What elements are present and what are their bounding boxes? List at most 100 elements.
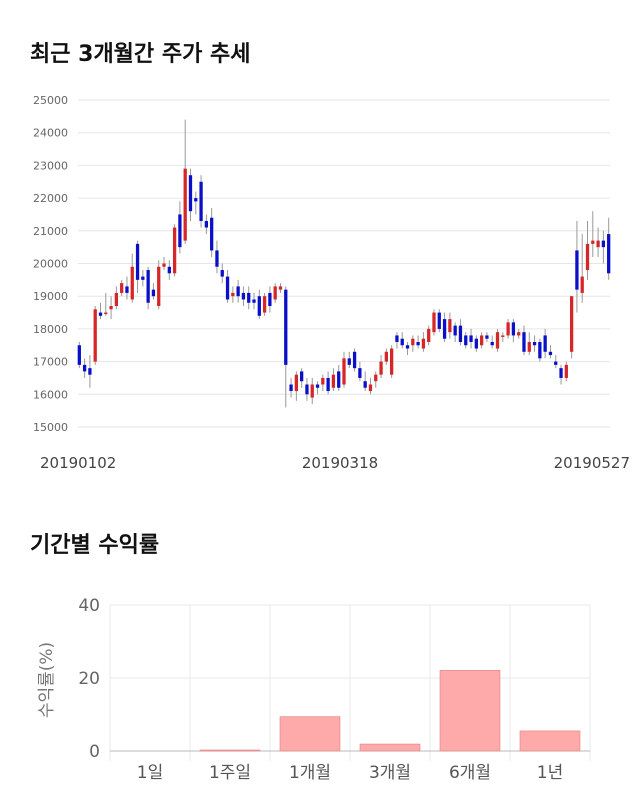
candle <box>125 276 129 300</box>
candle <box>93 306 97 365</box>
candle <box>257 289 261 320</box>
returns-bar <box>199 749 261 752</box>
candle <box>88 355 92 388</box>
price-y-tick-label: 23000 <box>33 159 68 172</box>
price-chart-candles <box>77 119 611 408</box>
candle-body <box>220 270 224 277</box>
returns-chart-title: 기간별 수익률 <box>30 533 160 558</box>
candle-body <box>210 217 214 251</box>
candle <box>580 234 584 303</box>
candle <box>474 335 478 352</box>
candle <box>241 286 246 307</box>
candle-body <box>146 270 150 303</box>
candle <box>517 328 521 339</box>
candle <box>432 309 436 336</box>
candle <box>437 309 441 333</box>
candle-body <box>188 175 193 212</box>
candle-body <box>358 368 362 378</box>
candle-body <box>427 328 431 342</box>
candle-body <box>109 306 113 310</box>
candle <box>262 292 267 316</box>
candle-body <box>194 198 198 202</box>
candle-body <box>411 338 415 346</box>
candle-body <box>527 341 531 352</box>
price-x-label: 20190102 <box>40 454 116 472</box>
candle <box>363 371 367 392</box>
candle <box>310 377 314 405</box>
returns-bar-chart: 40 20 0 1일 1주일 1개월 3개월 6개월 1년 수익률(%) <box>37 596 591 783</box>
candle-body <box>204 220 209 228</box>
candle-body <box>596 240 600 248</box>
candle <box>506 319 510 339</box>
candle <box>464 332 468 349</box>
candle-body <box>517 332 521 336</box>
candle <box>538 338 542 362</box>
candle <box>130 253 134 303</box>
candle <box>358 361 362 382</box>
candle-body <box>231 292 235 297</box>
candle-body <box>114 292 119 307</box>
candle <box>379 355 383 378</box>
candle <box>347 351 351 369</box>
returns-bar <box>359 743 421 752</box>
returns-chart-grid <box>109 604 591 761</box>
candle <box>268 286 272 313</box>
candle <box>532 335 537 352</box>
candle <box>405 341 410 356</box>
candle-body <box>405 345 410 349</box>
candle <box>321 374 325 392</box>
candle <box>289 377 293 398</box>
candle-body <box>310 384 314 398</box>
candle-body <box>554 361 558 365</box>
returns-category-label: 6개월 <box>449 763 491 783</box>
candle <box>215 240 219 274</box>
candle <box>479 332 484 349</box>
candle-body <box>157 266 161 307</box>
candle-body <box>543 335 547 352</box>
candle-body <box>559 368 563 378</box>
candle <box>448 312 452 339</box>
price-candlestick-chart: 25000 24000 23000 22000 21000 20000 19000 18000… <box>33 94 630 472</box>
returns-y-tick-label: 0 <box>89 742 100 762</box>
candle-body <box>162 263 166 267</box>
candle <box>278 283 283 293</box>
candle <box>167 260 171 280</box>
candle <box>400 332 404 349</box>
candle <box>104 292 108 316</box>
candle <box>585 220 590 280</box>
candle <box>178 201 182 254</box>
price-y-tick-label: 19000 <box>33 290 68 303</box>
candle-body <box>379 361 383 375</box>
candle-body <box>337 371 341 388</box>
candle <box>210 207 214 257</box>
candle-body <box>538 341 542 359</box>
candle <box>273 283 277 303</box>
returns-category-label: 1년 <box>537 763 563 783</box>
candle-body <box>315 384 320 388</box>
candle <box>527 332 531 356</box>
candle-body <box>93 309 97 362</box>
candle-body <box>384 351 388 362</box>
candle <box>157 260 161 310</box>
candle <box>411 335 415 352</box>
candle-body <box>331 374 336 388</box>
candle-body <box>252 299 256 303</box>
candle <box>225 270 230 303</box>
candle-body <box>88 368 92 375</box>
candle <box>172 224 177 277</box>
candle-body <box>464 335 468 346</box>
returns-y-axis-label: 수익률(%) <box>37 642 57 718</box>
candle <box>342 351 346 388</box>
candle <box>204 214 209 235</box>
candle-body <box>453 325 457 336</box>
candle <box>554 355 558 369</box>
price-y-tick-label: 18000 <box>33 323 68 336</box>
candle-body <box>289 384 293 392</box>
candle-body <box>347 358 351 365</box>
candle-body <box>580 276 584 293</box>
candle-body <box>241 292 246 300</box>
candle-body <box>363 381 367 388</box>
candle <box>220 263 224 284</box>
candle-body <box>474 338 478 349</box>
candle-body <box>548 351 553 356</box>
